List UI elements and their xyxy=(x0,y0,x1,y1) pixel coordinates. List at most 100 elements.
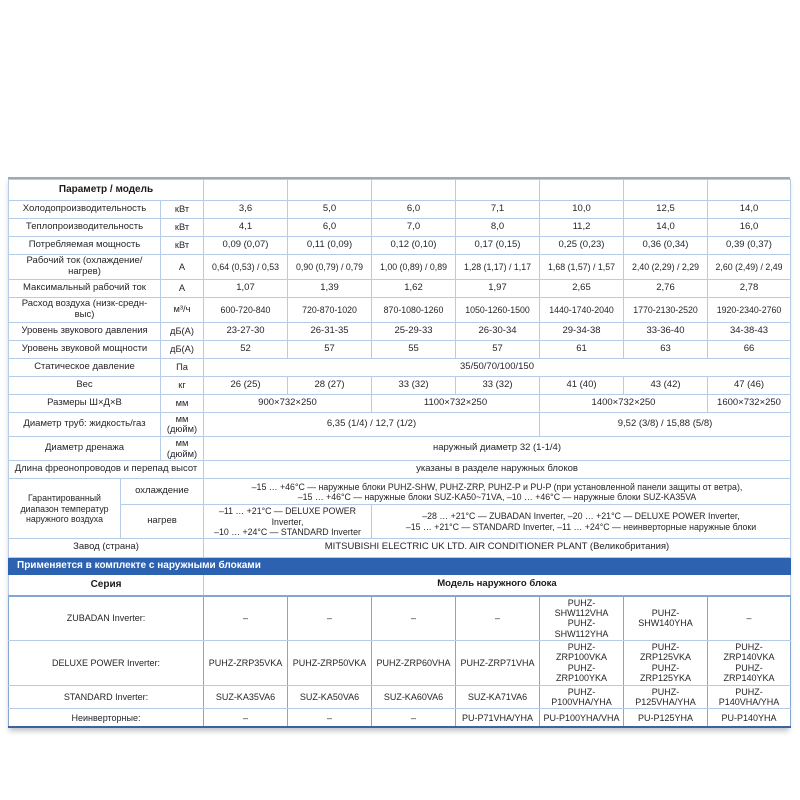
model-header: PEAD-M100JA(L) xyxy=(539,179,624,201)
row-sound-pressure: Уровень звукового давления дБ(А) 23-27-3… xyxy=(8,321,791,341)
value-cell: 1920-2340-2760 xyxy=(707,296,791,323)
value-cell: PUHZ-ZRP50VKA xyxy=(287,640,372,686)
value-cell: 1,28 (1,17) / 1,17 xyxy=(455,254,540,280)
value-cell: 33-36-40 xyxy=(623,321,708,341)
value-cell: 26 (25) xyxy=(203,375,288,395)
value-cell: 0,90 (0,79) / 0,79 xyxy=(287,254,372,280)
value-cell: 1,07 xyxy=(203,278,288,298)
row-label: Уровень звуковой мощности xyxy=(8,339,161,359)
value-cell: – xyxy=(287,595,372,642)
value-cell: 41 (40) xyxy=(539,375,624,395)
model-header: PEAD-M140JA(L) xyxy=(707,179,791,201)
row-label: Рабочий ток (охлаждение/нагрев) xyxy=(8,254,161,280)
row-label: ZUBADAN Inverter: xyxy=(8,595,204,642)
row-label: Вес xyxy=(8,375,161,395)
value-cell: 34-38-43 xyxy=(707,321,791,341)
value-cell: 2,76 xyxy=(623,278,708,298)
row-unit: А xyxy=(160,278,204,298)
row-drain-diameter: Диаметр дренажа мм (дюйм) наружный диаме… xyxy=(8,436,791,462)
value-cell: 1,00 (0,89) / 0,89 xyxy=(371,254,456,280)
model-header: PEAD-M50JA(L) xyxy=(287,179,372,201)
value-cell: 8,0 xyxy=(455,218,540,237)
value-cell: 2,65 xyxy=(539,278,624,298)
row-unit: Па xyxy=(160,357,204,377)
value-cell: –28 … +21°C — ZUBADAN Inverter, –20 … +2… xyxy=(371,504,791,539)
value-cell: PUHZ-ZRP140VKA PUHZ-ZRP140YKA xyxy=(707,640,791,686)
value-cell: 4,1 xyxy=(203,218,288,237)
value-cell: 0,64 (0,53) / 0,53 xyxy=(203,254,288,280)
outdoor-model-header: Модель наружного блока xyxy=(203,573,791,597)
value-cell: 47 (46) xyxy=(707,375,791,395)
model-header: PEAD-M71JA(L) xyxy=(455,179,540,201)
value-cell: 1600×732×250 xyxy=(707,393,791,413)
value-cell: 870-1080-1260 xyxy=(371,296,456,323)
corner-header: Параметр / модель xyxy=(8,179,204,201)
row-label: Расход воздуха (низк-средн-выс) xyxy=(8,296,161,323)
row-standard: STANDARD Inverter: SUZ-KA35VA6 SUZ-KA50V… xyxy=(8,684,791,710)
value-cell: 61 xyxy=(539,339,624,359)
value-cell: 9,52 (3/8) / 15,88 (5/8) xyxy=(539,411,791,438)
spec-table: Параметр / модель PEAD-M35JA(L) PEAD-M50… xyxy=(8,179,791,729)
value-cell: SUZ-KA71VA6 xyxy=(455,684,540,710)
value-cell: 35/50/70/100/150 xyxy=(203,357,791,377)
value-cell: 5,0 xyxy=(287,200,372,219)
model-header: PEAD-M60JA(L) xyxy=(371,179,456,201)
row-static-pressure: Статическое давление Па 35/50/70/100/150 xyxy=(8,357,791,377)
value-cell: PUHZ-P100VHA/YHA xyxy=(539,684,624,710)
value-cell: PUHZ-P140VHA/YHA xyxy=(707,684,791,710)
model-header: PEAD-M35JA(L) xyxy=(203,179,288,201)
value-cell: 1050-1260-1500 xyxy=(455,296,540,323)
row-max-current: Максимальный рабочий ток А 1,07 1,39 1,6… xyxy=(8,278,791,298)
value-cell: MITSUBISHI ELECTRIC UK LTD. AIR CONDITIO… xyxy=(203,537,791,558)
value-cell: 10,0 xyxy=(539,200,624,219)
value-cell: 0,11 (0,09) xyxy=(287,236,372,255)
row-label: Гарантированный диапазон температур нару… xyxy=(8,478,121,539)
value-cell: 1440-1740-2040 xyxy=(539,296,624,323)
row-non-inverter: Неинверторные: – – – PU-P71VHA/YHA PU-P1… xyxy=(8,708,791,729)
outdoor-units-band-title: Применяется в комплекте с наружными блок… xyxy=(8,556,791,575)
value-cell: 1,62 xyxy=(371,278,456,298)
value-cell: PUHZ-SHW140YHA xyxy=(623,595,708,642)
value-cell: 1100×732×250 xyxy=(371,393,540,413)
row-label: Потребляемая мощность xyxy=(8,236,161,255)
value-cell: 0,09 (0,07) xyxy=(203,236,288,255)
outdoor-table-header-row: Серия Модель наружного блока xyxy=(8,573,791,597)
value-cell: 16,0 xyxy=(707,218,791,237)
row-label: Максимальный рабочий ток xyxy=(8,278,161,298)
value-cell: SUZ-KA60VA6 xyxy=(371,684,456,710)
value-cell: 6,0 xyxy=(371,200,456,219)
value-cell: указаны в разделе наружных блоков xyxy=(203,460,791,480)
value-cell: – xyxy=(203,708,288,729)
row-factory: Завод (страна) MITSUBISHI ELECTRIC UK LT… xyxy=(8,537,791,558)
row-power-input: Потребляемая мощность кВт 0,09 (0,07) 0,… xyxy=(8,236,791,255)
value-cell: – xyxy=(203,595,288,642)
value-cell: 11,2 xyxy=(539,218,624,237)
value-cell: –11 … +21°C — DELUXE POWER Inverter, –10… xyxy=(203,504,372,539)
value-cell: – xyxy=(455,595,540,642)
row-temp-range-heating: нагрев –11 … +21°C — DELUXE POWER Invert… xyxy=(9,504,791,539)
value-cell: 2,78 xyxy=(707,278,791,298)
row-unit: мм xyxy=(160,393,204,413)
value-cell: – xyxy=(287,708,372,729)
value-cell: 12,5 xyxy=(623,200,708,219)
value-cell: 43 (42) xyxy=(623,375,708,395)
value-cell: 57 xyxy=(287,339,372,359)
row-label: Диаметр труб: жидкость/газ xyxy=(8,411,161,438)
row-label: Диаметр дренажа xyxy=(8,436,161,462)
row-air-flow: Расход воздуха (низк-средн-выс) м³/ч 600… xyxy=(8,296,791,323)
value-cell: 2,40 (2,29) / 2,29 xyxy=(623,254,708,280)
value-cell: PUHZ-P125VHA/YHA xyxy=(623,684,708,710)
sub-row-label: охлаждение xyxy=(120,478,204,506)
value-cell: PUHZ-SHW112VHA PUHZ-SHW112YHA xyxy=(539,595,624,642)
row-temp-range-cooling: Гарантированный диапазон температур нару… xyxy=(8,478,791,539)
value-cell: 7,1 xyxy=(455,200,540,219)
value-cell: 33 (32) xyxy=(371,375,456,395)
row-heating-capacity: Теплопроизводительность кВт 4,1 6,0 7,0 … xyxy=(8,218,791,237)
row-dimensions: Размеры Ш×Д×В мм 900×732×250 1100×732×25… xyxy=(8,393,791,413)
row-unit: А xyxy=(160,254,204,280)
value-cell: 52 xyxy=(203,339,288,359)
value-cell: 6,35 (1/4) / 12,7 (1/2) xyxy=(203,411,540,438)
spec-sheet: Параметр / модель PEAD-M35JA(L) PEAD-M50… xyxy=(8,177,791,729)
row-zubadan: ZUBADAN Inverter: – – – – PUHZ-SHW112VHA… xyxy=(8,595,791,642)
value-cell: 63 xyxy=(623,339,708,359)
